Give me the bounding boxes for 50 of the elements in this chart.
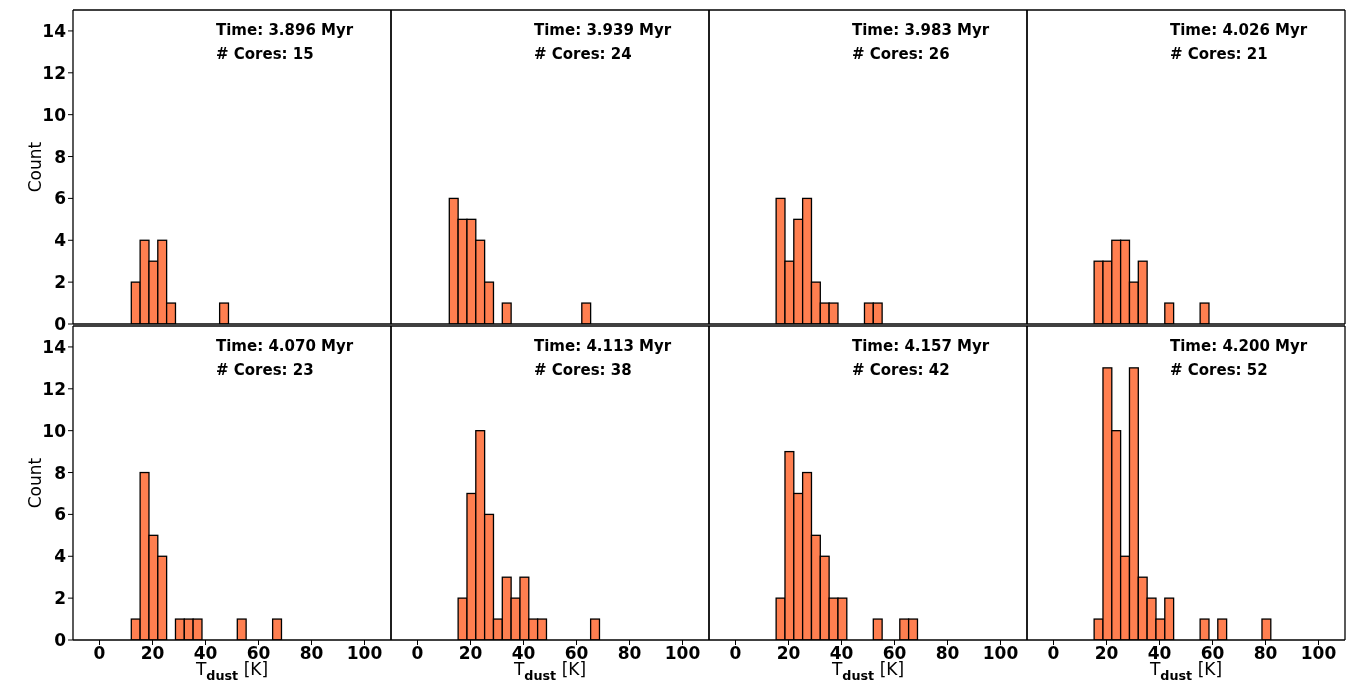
x-tick-label: 0	[1047, 643, 1060, 664]
y-tick-label: 14	[42, 20, 67, 41]
y-tick-label: 0	[54, 314, 67, 335]
x-tick-label: 80	[1253, 643, 1278, 664]
annotation: Time: 4.113 Myr	[534, 336, 672, 357]
y-tick-label: 4	[54, 546, 67, 567]
y-tick-label: 2	[54, 272, 66, 293]
x-tick-label: 100	[982, 643, 1019, 664]
x-tick-label: 0	[93, 643, 106, 664]
annotation: Time: 3.939 Myr	[534, 20, 672, 41]
annotation: # Cores: 21	[1170, 44, 1269, 65]
x-tick-label: 80	[299, 643, 324, 664]
y-tick-label: 6	[54, 504, 66, 525]
y-tick-label: 10	[42, 104, 67, 125]
y-tick-label: 0	[54, 630, 67, 651]
annotation: # Cores: 38	[534, 360, 633, 381]
x-tick-label: 20	[1094, 643, 1119, 664]
y-axis-title: Count	[25, 141, 45, 193]
annotation: # Cores: 52	[1170, 360, 1269, 381]
annotation: # Cores: 24	[534, 44, 633, 65]
x-tick-label: 100	[346, 643, 383, 664]
annotation: Time: 4.070 Myr	[216, 336, 354, 357]
annotation: # Cores: 23	[216, 360, 315, 381]
x-tick-label: 0	[411, 643, 424, 664]
annotation: Time: 4.200 Myr	[1170, 336, 1308, 357]
annotation: Time: 4.026 Myr	[1170, 20, 1308, 41]
y-tick-label: 12	[42, 62, 66, 83]
annotation: # Cores: 42	[852, 360, 951, 381]
annotation: Time: 4.157 Myr	[852, 336, 990, 357]
y-axis-title: Count	[25, 457, 45, 509]
y-tick-label: 8	[54, 462, 66, 483]
y-tick-label: 2	[54, 588, 66, 609]
x-tick-label: 80	[935, 643, 960, 664]
y-tick-label: 14	[42, 336, 67, 357]
annotation: # Cores: 15	[216, 44, 315, 65]
x-tick-label: 0	[729, 643, 742, 664]
y-tick-label: 4	[54, 230, 67, 251]
x-tick-label: 20	[140, 643, 165, 664]
annotation: Time: 3.896 Myr	[216, 20, 354, 41]
y-tick-label: 12	[42, 378, 66, 399]
x-tick-label: 20	[458, 643, 483, 664]
annotation: # Cores: 26	[852, 44, 951, 65]
annotation: Time: 3.983 Myr	[852, 20, 990, 41]
y-tick-label: 10	[42, 420, 67, 441]
x-tick-label: 100	[664, 643, 701, 664]
y-tick-label: 6	[54, 188, 66, 209]
x-tick-label: 20	[776, 643, 801, 664]
x-tick-label: 100	[1300, 643, 1337, 664]
x-tick-label: 80	[617, 643, 642, 664]
y-tick-label: 8	[54, 146, 66, 167]
